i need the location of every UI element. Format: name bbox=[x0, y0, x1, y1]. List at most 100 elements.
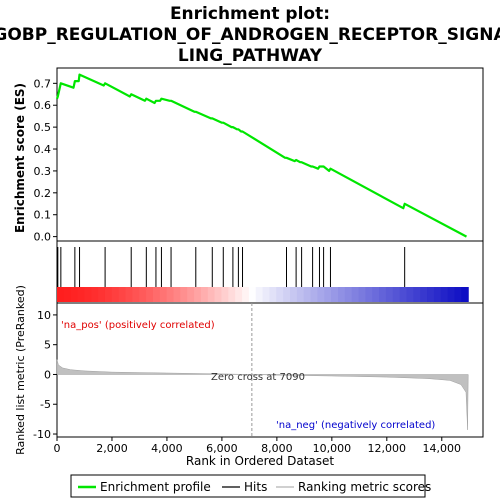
x-tick-label: 14,000 bbox=[423, 442, 462, 455]
x-axis-label: Rank in Ordered Dataset bbox=[186, 454, 334, 468]
color-bar-segment bbox=[358, 287, 366, 302]
color-bar-segment bbox=[385, 287, 394, 302]
color-bar-segment bbox=[57, 287, 65, 302]
enrichment-profile-line bbox=[55, 73, 468, 238]
color-bar-segment bbox=[173, 287, 181, 302]
ranked-y-tick-label: 0 bbox=[44, 368, 51, 381]
color-bar-segment bbox=[365, 287, 373, 302]
color-bar-segment bbox=[372, 287, 380, 302]
color-bar-segment bbox=[351, 287, 360, 302]
color-bar-segment bbox=[296, 287, 305, 302]
color-bar-segment bbox=[269, 287, 277, 302]
color-bar-segment bbox=[180, 287, 188, 302]
color-bar-segment bbox=[406, 287, 414, 302]
color-bar-segment bbox=[111, 287, 120, 302]
legend-box bbox=[70, 474, 426, 498]
es-y-axis-label: Enrichment score (ES) bbox=[13, 83, 27, 233]
color-bar-segment bbox=[214, 287, 223, 302]
color-bar-segment bbox=[166, 287, 175, 302]
color-bar-segment bbox=[461, 287, 469, 302]
color-bar-segment bbox=[276, 287, 284, 302]
color-bar-segment bbox=[77, 287, 86, 302]
color-bar-segment bbox=[331, 287, 339, 302]
x-tick-label: 0 bbox=[54, 442, 61, 455]
color-bar-segment bbox=[228, 287, 236, 302]
color-bar-segment bbox=[187, 287, 195, 302]
ranked-y-tick-label: -10 bbox=[33, 428, 51, 441]
ranked-y-axis-label: Ranked list metric (PreRanked) bbox=[14, 285, 27, 455]
color-bar-segment bbox=[248, 287, 257, 302]
color-bar-segment bbox=[324, 287, 332, 302]
color-bar-segment bbox=[242, 287, 250, 302]
color-bar-segment bbox=[104, 287, 113, 302]
color-bar-segment bbox=[152, 287, 161, 302]
x-tick-label: 4,000 bbox=[151, 442, 183, 455]
x-tick-label: 6,000 bbox=[206, 442, 238, 455]
color-bar-segment bbox=[235, 287, 243, 302]
es-y-tick-label: 0.4 bbox=[34, 143, 52, 156]
color-bar-segment bbox=[283, 287, 291, 302]
es-y-tick-label: 0.6 bbox=[34, 99, 52, 112]
color-bar-segment bbox=[392, 287, 401, 302]
color-bar-segment bbox=[289, 287, 298, 302]
ranked-y-tick-label: 10 bbox=[37, 309, 51, 322]
color-bar-segment bbox=[84, 287, 92, 302]
legend-label-enrichment-profile: Enrichment profile bbox=[100, 480, 211, 494]
color-bar-segment bbox=[98, 287, 106, 302]
color-bar-segment bbox=[344, 287, 353, 302]
negative-correlation-label: 'na_neg' (negatively correlated) bbox=[276, 420, 435, 431]
color-bar-segment bbox=[146, 287, 154, 302]
color-bar-segment bbox=[200, 287, 209, 302]
ranking-metric-area bbox=[56, 359, 469, 430]
color-bar-segment bbox=[70, 287, 79, 302]
chart-title-line1: Enrichment plot: bbox=[170, 4, 330, 24]
chart-title-line2: GOBP_REGULATION_OF_ANDROGEN_RECEPTOR_SIG… bbox=[0, 25, 500, 45]
color-bar-segment bbox=[118, 287, 127, 302]
zero-cross-label: Zero cross at 7090 bbox=[211, 372, 305, 383]
color-bar-segment bbox=[433, 287, 442, 302]
color-bar-segment bbox=[310, 287, 319, 302]
es-y-tick-label: 0.3 bbox=[34, 165, 52, 178]
color-bar-segment bbox=[262, 287, 271, 302]
color-bar-segment bbox=[399, 287, 408, 302]
color-bar-segment bbox=[139, 287, 147, 302]
color-bar-segment bbox=[447, 287, 456, 302]
chart-title-line3: LING_PATHWAY bbox=[178, 46, 323, 66]
color-bar-segment bbox=[91, 287, 99, 302]
color-bar-segment bbox=[132, 287, 140, 302]
color-bar-segment bbox=[255, 287, 264, 302]
ranked-y-tick-label: -5 bbox=[40, 398, 51, 411]
color-bar-segment bbox=[303, 287, 312, 302]
legend-label-hits: Hits bbox=[244, 480, 267, 494]
legend: Enrichment profile Hits Ranking metric s… bbox=[70, 474, 431, 498]
color-bar-segment bbox=[379, 287, 387, 302]
color-bar-segment bbox=[221, 287, 229, 302]
ranked-list-color-bar bbox=[57, 287, 469, 302]
es-y-tick-label: 0.0 bbox=[34, 231, 52, 244]
x-tick-label: 2,000 bbox=[96, 442, 128, 455]
es-y-tick-label: 0.5 bbox=[34, 121, 52, 134]
legend-label-ranking-metric: Ranking metric scores bbox=[298, 480, 431, 494]
color-bar-segment bbox=[337, 287, 346, 302]
color-bar-segment bbox=[125, 287, 133, 302]
es-y-tick-label: 0.1 bbox=[34, 209, 52, 222]
color-bar-segment bbox=[413, 287, 421, 302]
color-bar-segment bbox=[207, 287, 216, 302]
color-bar-segment bbox=[420, 287, 428, 302]
color-bar-segment bbox=[427, 287, 435, 302]
color-bar-segment bbox=[194, 287, 202, 302]
color-bar-segment bbox=[63, 287, 72, 302]
x-tick-label: 10,000 bbox=[313, 442, 352, 455]
positive-correlation-label: 'na_pos' (positively correlated) bbox=[61, 320, 215, 331]
color-bar-segment bbox=[454, 287, 462, 302]
color-bar-segment bbox=[440, 287, 449, 302]
es-y-tick-label: 0.2 bbox=[34, 187, 52, 200]
x-tick-label: 12,000 bbox=[368, 442, 407, 455]
es-panel-frame bbox=[56, 67, 484, 242]
es-y-tick-label: 0.7 bbox=[34, 77, 52, 90]
x-tick-label: 8,000 bbox=[261, 442, 293, 455]
color-bar-segment bbox=[159, 287, 168, 302]
color-bar-segment bbox=[317, 287, 325, 302]
ranked-y-tick-label: 5 bbox=[44, 339, 51, 352]
